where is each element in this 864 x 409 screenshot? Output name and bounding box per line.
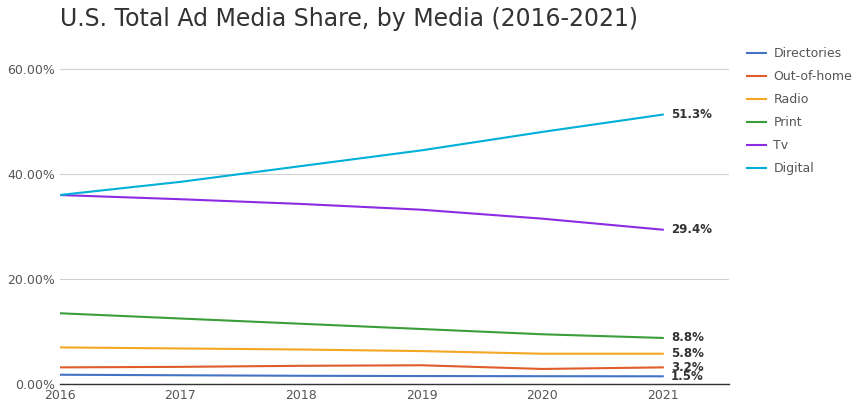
- Tv: [295, 202, 306, 207]
- Print: [416, 326, 427, 331]
- Out-of-home: [54, 365, 65, 370]
- Out-of-home: [416, 363, 427, 368]
- Text: 3.2%: 3.2%: [671, 361, 704, 374]
- Tv: [54, 193, 65, 198]
- Line: Out-of-home: Out-of-home: [60, 365, 663, 369]
- Directories: [175, 373, 186, 378]
- Radio: [658, 351, 668, 356]
- Print: [658, 335, 668, 340]
- Radio: [537, 351, 547, 356]
- Digital: [416, 148, 427, 153]
- Tv: [658, 227, 668, 232]
- Line: Tv: Tv: [60, 195, 663, 230]
- Directories: [537, 374, 547, 379]
- Tv: [537, 216, 547, 221]
- Out-of-home: [658, 365, 668, 370]
- Directories: [658, 374, 668, 379]
- Legend: Directories, Out-of-home, Radio, Print, Tv, Digital: Directories, Out-of-home, Radio, Print, …: [742, 42, 857, 180]
- Directories: [416, 373, 427, 378]
- Digital: [54, 193, 65, 198]
- Text: 8.8%: 8.8%: [671, 331, 704, 344]
- Text: 5.8%: 5.8%: [671, 347, 704, 360]
- Print: [175, 316, 186, 321]
- Digital: [658, 112, 668, 117]
- Tv: [416, 207, 427, 212]
- Print: [295, 321, 306, 326]
- Line: Print: Print: [60, 313, 663, 338]
- Radio: [54, 345, 65, 350]
- Text: 1.5%: 1.5%: [671, 370, 704, 383]
- Radio: [175, 346, 186, 351]
- Tv: [175, 197, 186, 202]
- Directories: [295, 373, 306, 378]
- Radio: [416, 348, 427, 353]
- Digital: [175, 180, 186, 184]
- Line: Radio: Radio: [60, 347, 663, 354]
- Radio: [295, 347, 306, 352]
- Print: [54, 311, 65, 316]
- Line: Directories: Directories: [60, 375, 663, 376]
- Directories: [54, 372, 65, 377]
- Digital: [537, 130, 547, 135]
- Text: U.S. Total Ad Media Share, by Media (2016-2021): U.S. Total Ad Media Share, by Media (201…: [60, 7, 638, 31]
- Line: Digital: Digital: [60, 115, 663, 195]
- Out-of-home: [295, 363, 306, 368]
- Text: 29.4%: 29.4%: [671, 223, 712, 236]
- Out-of-home: [175, 364, 186, 369]
- Print: [537, 332, 547, 337]
- Text: 51.3%: 51.3%: [671, 108, 712, 121]
- Out-of-home: [537, 366, 547, 371]
- Digital: [295, 164, 306, 169]
